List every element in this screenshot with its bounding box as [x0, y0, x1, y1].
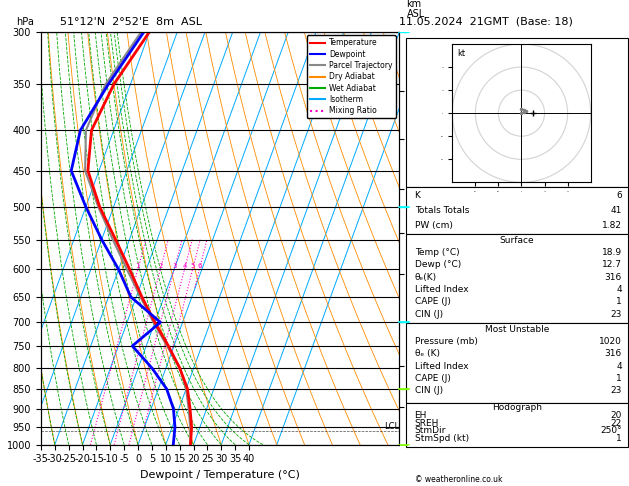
Text: Hodograph: Hodograph	[492, 403, 542, 412]
Text: 3: 3	[172, 263, 177, 269]
Text: 12.7: 12.7	[602, 260, 621, 269]
Text: θₑ(K): θₑ(K)	[415, 273, 437, 282]
Bar	[406, 187, 628, 234]
Text: CIN (J): CIN (J)	[415, 310, 443, 319]
Text: K: K	[415, 191, 421, 200]
Bar	[406, 323, 628, 403]
Text: hPa: hPa	[16, 17, 34, 27]
Text: 11.05.2024  21GMT  (Base: 18): 11.05.2024 21GMT (Base: 18)	[399, 17, 573, 27]
Text: 5: 5	[191, 263, 195, 269]
Text: Pressure (mb): Pressure (mb)	[415, 337, 477, 346]
Text: 316: 316	[604, 273, 621, 282]
Text: 250°: 250°	[600, 427, 621, 435]
Text: Lifted Index: Lifted Index	[415, 362, 468, 371]
Text: CAPE (J): CAPE (J)	[415, 297, 450, 306]
Text: 1020: 1020	[599, 337, 621, 346]
Text: StmDir: StmDir	[415, 427, 446, 435]
Bar	[406, 403, 628, 447]
Bar	[406, 234, 628, 323]
Text: 18.9: 18.9	[601, 248, 621, 257]
Text: 4: 4	[182, 263, 187, 269]
Text: Surface: Surface	[499, 236, 535, 244]
Text: 1: 1	[616, 297, 621, 306]
Text: 20: 20	[610, 411, 621, 420]
Text: 23: 23	[610, 386, 621, 396]
Text: Most Unstable: Most Unstable	[485, 325, 549, 333]
Text: km
ASL: km ASL	[406, 0, 425, 19]
Text: 4: 4	[616, 362, 621, 371]
Text: 6: 6	[616, 191, 621, 200]
Text: 1.82: 1.82	[602, 221, 621, 229]
Text: StmSpd (kt): StmSpd (kt)	[415, 434, 469, 443]
Text: 6: 6	[197, 263, 202, 269]
Text: 22: 22	[610, 418, 621, 428]
Text: © weatheronline.co.uk: © weatheronline.co.uk	[415, 474, 503, 484]
Text: θₑ (K): θₑ (K)	[415, 349, 440, 358]
Text: EH: EH	[415, 411, 427, 420]
Text: PW (cm): PW (cm)	[415, 221, 452, 229]
Text: 316: 316	[604, 349, 621, 358]
Text: 1: 1	[616, 374, 621, 383]
X-axis label: Dewpoint / Temperature (°C): Dewpoint / Temperature (°C)	[140, 470, 300, 480]
Text: 4: 4	[616, 285, 621, 294]
Text: CAPE (J): CAPE (J)	[415, 374, 450, 383]
Text: 2: 2	[158, 263, 162, 269]
Bar	[406, 38, 628, 187]
Text: Temp (°C): Temp (°C)	[415, 248, 459, 257]
Text: 51°12'N  2°52'E  8m  ASL: 51°12'N 2°52'E 8m ASL	[60, 17, 202, 27]
Text: 1: 1	[616, 434, 621, 443]
Text: 1: 1	[136, 263, 140, 269]
Text: SREH: SREH	[415, 418, 439, 428]
Text: LCL: LCL	[384, 422, 399, 431]
Legend: Temperature, Dewpoint, Parcel Trajectory, Dry Adiabat, Wet Adiabat, Isotherm, Mi: Temperature, Dewpoint, Parcel Trajectory…	[307, 35, 396, 118]
Text: Totals Totals: Totals Totals	[415, 206, 469, 215]
Text: Dewp (°C): Dewp (°C)	[415, 260, 461, 269]
Text: Lifted Index: Lifted Index	[415, 285, 468, 294]
Text: CIN (J): CIN (J)	[415, 386, 443, 396]
Text: Mixing Ratio (g/kg): Mixing Ratio (g/kg)	[464, 198, 473, 278]
Text: 41: 41	[610, 206, 621, 215]
Text: 23: 23	[610, 310, 621, 319]
